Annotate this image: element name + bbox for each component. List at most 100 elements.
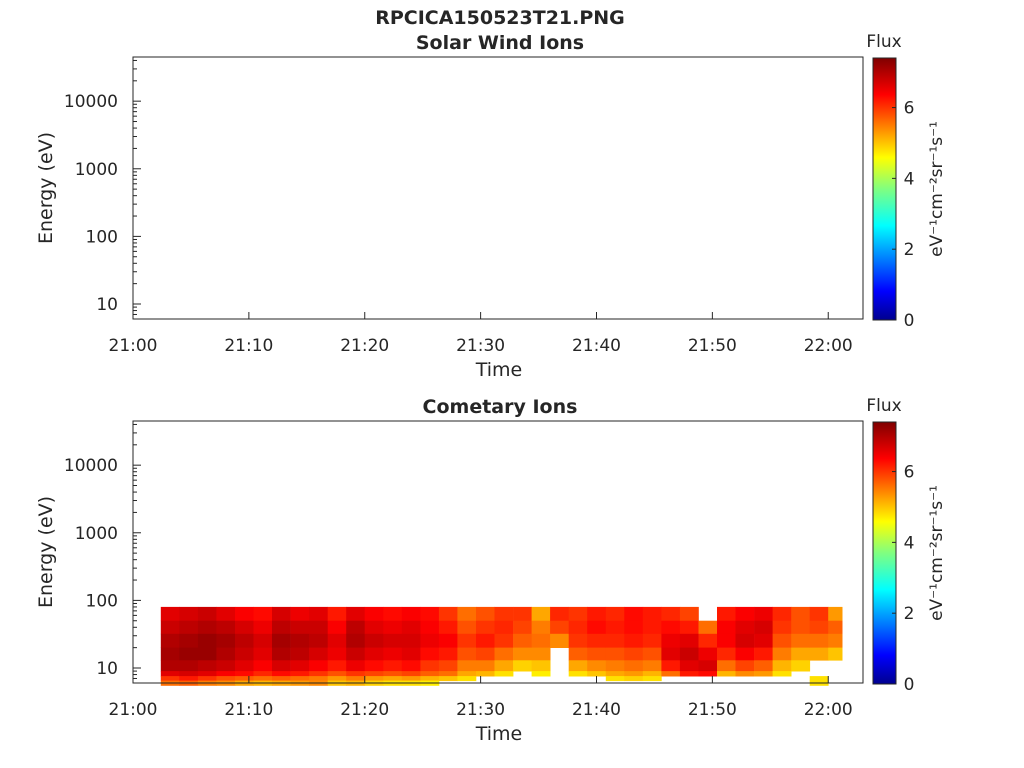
heatmap-cell — [661, 647, 681, 661]
heatmap-cell — [438, 671, 458, 677]
heatmap-cell — [772, 620, 792, 635]
heatmap-cell — [457, 606, 477, 622]
x-tick-label: 21:20 — [340, 700, 389, 720]
heatmap-cell — [179, 620, 199, 635]
heatmap-cell — [754, 606, 773, 622]
heatmap-cell — [698, 660, 718, 672]
heatmap-cell — [383, 676, 403, 682]
heatmap-cell — [383, 647, 403, 661]
x-tick-label: 21:30 — [456, 336, 505, 356]
colorbar-tick-label: 2 — [904, 604, 915, 624]
x-tick-label: 22:00 — [804, 700, 853, 720]
heatmap-cell — [197, 620, 217, 635]
heatmap-cell — [160, 620, 180, 635]
y-tick-label: 1000 — [75, 160, 118, 180]
heatmap-cell — [568, 671, 588, 677]
heatmap-cell — [327, 647, 347, 661]
figure-title: RPCICA150523T21.PNG — [375, 7, 625, 29]
heatmap-cell — [253, 633, 273, 648]
x-tick-label: 21:10 — [224, 700, 273, 720]
heatmap-cell — [494, 660, 514, 672]
heatmap-cell — [401, 647, 421, 661]
heatmap-cell — [346, 620, 366, 635]
heatmap-cell — [383, 620, 403, 635]
colorbar-ticks: 0 2 4 6 — [892, 463, 914, 695]
heatmap-cell — [364, 671, 384, 677]
heatmap-cell — [642, 647, 662, 661]
heatmap-cell — [513, 633, 532, 648]
heatmap-cell — [494, 620, 514, 635]
y-tick-label: 100 — [86, 591, 118, 611]
heatmap-cell — [160, 633, 180, 648]
heatmap-cell — [327, 633, 347, 648]
colorbar-tick-label: 0 — [904, 311, 915, 331]
y-tick-label: 10 — [96, 659, 118, 679]
x-tick-label: 21:00 — [109, 700, 158, 720]
heatmap-cell — [253, 676, 273, 682]
y-axis-ticks: 10 100 1000 10000 — [64, 59, 141, 315]
heatmap-cell — [383, 633, 403, 648]
heatmap-cell — [587, 647, 607, 661]
heatmap-cell — [735, 660, 755, 672]
heatmap-cell — [661, 660, 681, 672]
heatmap-cell — [420, 606, 440, 622]
heatmap-cell — [401, 606, 421, 622]
heatmap-cell — [531, 671, 551, 677]
heatmap-cell — [235, 671, 254, 677]
heatmap-cell — [791, 606, 811, 622]
heatmap-cell — [160, 671, 180, 677]
heatmap-cell — [290, 647, 310, 661]
heatmap-cell — [568, 633, 588, 648]
heatmap-cell — [457, 647, 477, 661]
heatmap-cell — [717, 671, 736, 677]
heatmap-cell — [476, 647, 495, 661]
heatmap-cell — [624, 606, 644, 622]
x-tick-label: 21:30 — [456, 700, 505, 720]
panel-title: Solar Wind Ions — [416, 32, 584, 54]
heatmap-cell — [476, 633, 495, 648]
heatmap-cell — [457, 633, 477, 648]
heatmap-cell — [420, 671, 440, 677]
heatmap-cell — [717, 620, 736, 635]
heatmap-cell — [235, 676, 254, 682]
heatmap-cell — [309, 647, 328, 661]
heatmap-cell — [290, 676, 310, 682]
heatmap-cell — [327, 660, 347, 672]
y-tick-label: 10000 — [64, 456, 118, 476]
heatmap-cell — [197, 633, 217, 648]
heatmap-cell — [272, 660, 291, 672]
heatmap-cell — [828, 620, 843, 635]
heatmap-cell — [346, 660, 366, 672]
heatmap-cell — [364, 676, 384, 682]
heatmap-cell — [476, 660, 495, 672]
heatmap-cell — [791, 620, 811, 635]
heatmap-cell — [605, 606, 625, 622]
heatmap-cell — [290, 671, 310, 677]
heatmap-cell — [476, 671, 495, 677]
x-tick-label: 21:40 — [572, 336, 621, 356]
heatmap-cell — [327, 620, 347, 635]
colorbar-tick-label: 2 — [904, 240, 915, 260]
heatmap-cell — [624, 620, 644, 635]
x-axis-label: Time — [475, 359, 523, 381]
heatmap-cell — [550, 633, 569, 648]
heatmap-cell — [642, 671, 662, 677]
heatmap-cell — [679, 633, 699, 648]
heatmap-cell — [327, 671, 347, 677]
heatmap-cell — [290, 633, 310, 648]
heatmap-cell — [735, 647, 755, 661]
heatmap-cell — [216, 620, 236, 635]
heatmap-cell — [476, 606, 495, 622]
heatmap-cell — [309, 633, 328, 648]
plot-frame — [132, 56, 864, 320]
heatmap-cell — [791, 660, 811, 672]
heatmap-cell — [754, 660, 773, 672]
heatmap-cell — [568, 606, 588, 622]
heatmap-cell — [160, 660, 180, 672]
heatmap-cell — [327, 606, 347, 622]
heatmap-cell — [309, 671, 328, 677]
heatmap-cell — [179, 606, 199, 622]
heatmap-cell — [809, 676, 829, 682]
heatmap-cell — [272, 671, 291, 677]
